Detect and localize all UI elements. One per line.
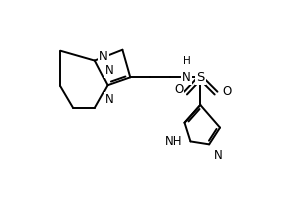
Text: NH: NH xyxy=(165,135,182,148)
Text: N: N xyxy=(105,93,114,106)
Text: H: H xyxy=(183,56,190,66)
Text: N: N xyxy=(214,149,223,162)
Text: O: O xyxy=(222,85,231,98)
Text: O: O xyxy=(174,83,184,96)
Text: S: S xyxy=(196,71,205,84)
Text: N: N xyxy=(182,71,191,84)
Text: N: N xyxy=(105,64,114,77)
Text: N: N xyxy=(99,50,108,63)
